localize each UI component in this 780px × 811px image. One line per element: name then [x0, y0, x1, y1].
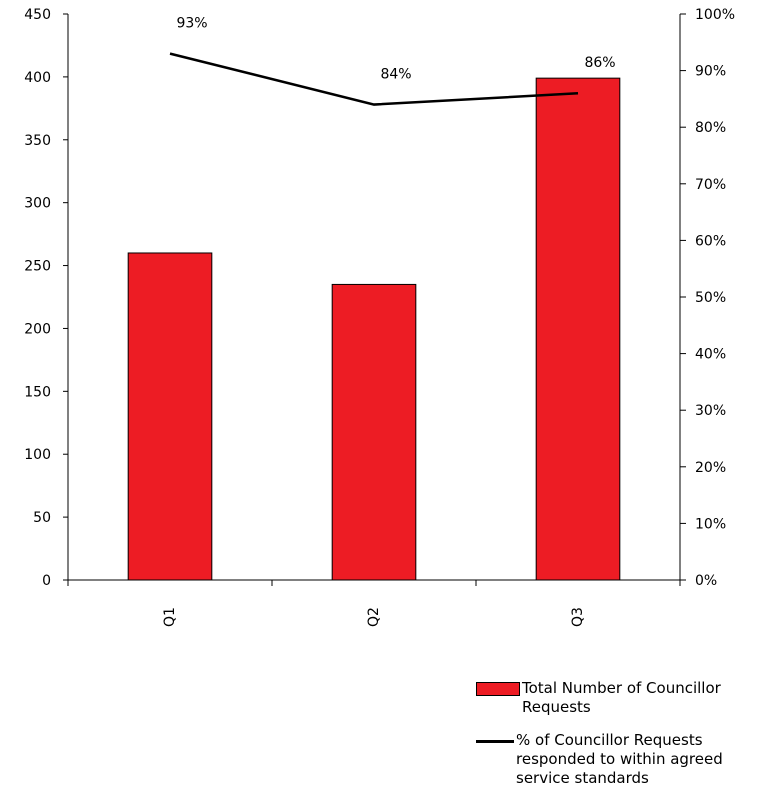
right-tick-label: 20% [695, 460, 726, 476]
left-tick-label: 150 [24, 384, 51, 400]
line-series: 93% 84% 86% [169, 16, 616, 106]
right-tick-label: 30% [695, 403, 726, 419]
right-tick-label: 50% [695, 290, 726, 306]
right-axis: 0% 10% 20% 30% 40% 50% 60% 70% 80% 90% 100% [679, 7, 735, 589]
right-tick-label: 60% [695, 233, 726, 249]
bar-q2 [331, 283, 417, 581]
x-tick-label: Q1 [162, 607, 178, 627]
legend-bar-swatch [476, 682, 520, 696]
right-tick-label: 70% [695, 177, 726, 193]
line-data-label: 93% [176, 16, 207, 32]
left-tick-label: 50 [33, 510, 51, 526]
x-tick-label: Q3 [570, 607, 586, 627]
line-data-label: 86% [584, 55, 615, 71]
legend-bar-label: Total Number of Councillor Requests [522, 679, 721, 716]
right-tick-label: 90% [695, 64, 726, 80]
bar-series [127, 77, 621, 581]
right-tick-label: 80% [695, 120, 726, 136]
left-tick-label: 350 [24, 133, 51, 149]
legend-item-bar: Total Number of Councillor Requests [476, 679, 776, 717]
right-tick-label: 0% [695, 573, 717, 589]
x-tick-label: Q2 [366, 607, 382, 627]
left-tick-label: 400 [24, 70, 51, 86]
right-tick-label: 40% [695, 347, 726, 363]
legend-line-label: % of Councillor Requests responded to wi… [516, 731, 723, 787]
legend-line-swatch [476, 740, 514, 743]
left-tick-label: 200 [24, 321, 51, 337]
right-tick-label: 100% [695, 7, 735, 23]
legend-item-line: % of Councillor Requests responded to wi… [476, 731, 776, 788]
bar-q1 [127, 252, 213, 581]
legend: Total Number of Councillor Requests % of… [476, 679, 776, 802]
left-tick-label: 0 [42, 573, 51, 589]
left-tick-label: 300 [24, 196, 51, 212]
left-axis: 0 50 100 150 200 250 300 350 400 450 [24, 7, 69, 589]
line-path [169, 52, 579, 106]
x-axis: Q1 Q2 Q3 [67, 579, 681, 627]
combo-chart: 0 50 100 150 200 250 300 350 400 450 0% 10% 20% 30% 4… [24, 7, 735, 627]
left-tick-label: 100 [24, 447, 51, 463]
left-tick-label: 250 [24, 259, 51, 275]
right-tick-label: 10% [695, 516, 726, 532]
bar-q3 [535, 77, 621, 581]
left-tick-label: 450 [24, 7, 51, 23]
line-data-label: 84% [380, 67, 411, 83]
